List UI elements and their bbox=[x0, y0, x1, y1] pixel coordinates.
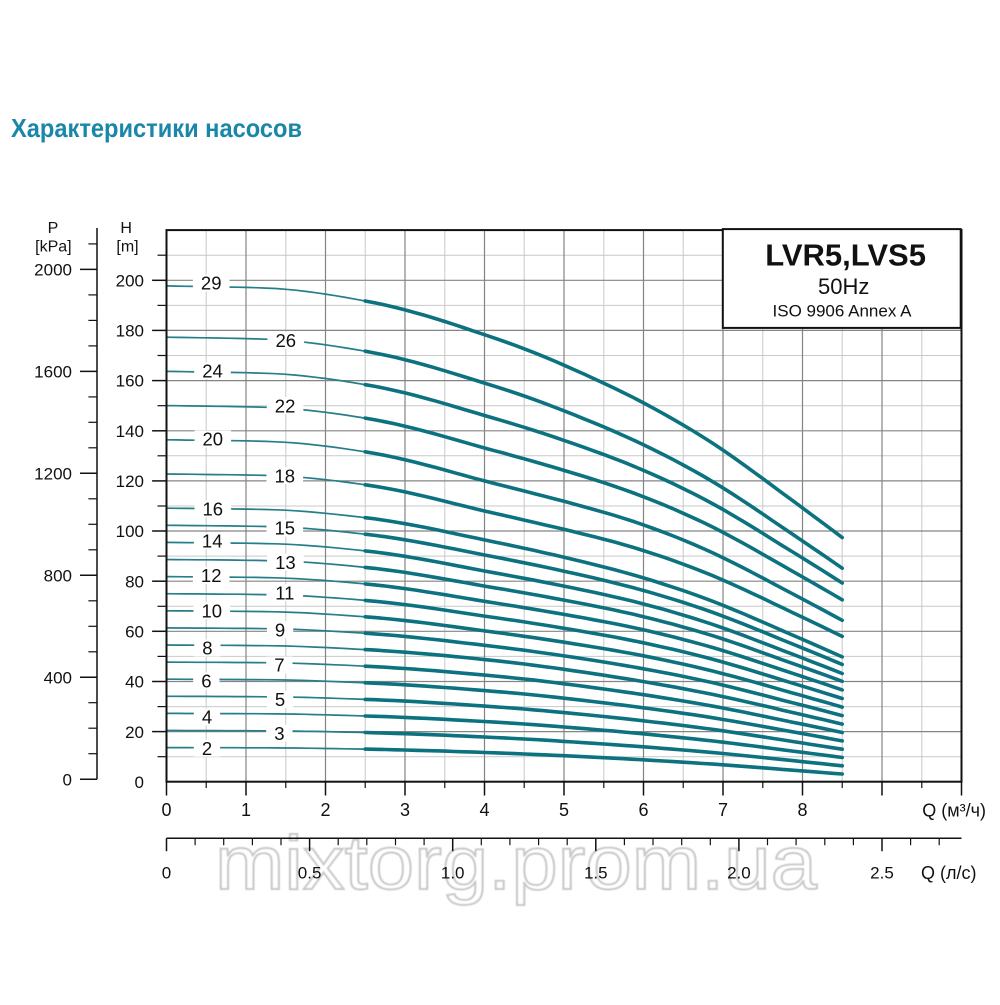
svg-text:5: 5 bbox=[275, 689, 285, 710]
svg-text:800: 800 bbox=[44, 566, 72, 585]
svg-text:1200: 1200 bbox=[34, 464, 72, 483]
svg-text:7: 7 bbox=[718, 800, 728, 820]
svg-text:P: P bbox=[48, 220, 59, 237]
svg-text:20: 20 bbox=[125, 723, 144, 742]
svg-text:0.5: 0.5 bbox=[298, 864, 322, 883]
svg-text:120: 120 bbox=[116, 472, 144, 491]
svg-text:H: H bbox=[120, 220, 132, 237]
svg-text:24: 24 bbox=[202, 360, 223, 381]
svg-text:10: 10 bbox=[202, 600, 223, 621]
svg-text:8: 8 bbox=[202, 638, 212, 659]
svg-text:2: 2 bbox=[320, 800, 330, 820]
svg-text:12: 12 bbox=[201, 565, 222, 586]
svg-text:50Hz: 50Hz bbox=[818, 274, 869, 299]
svg-text:20: 20 bbox=[203, 429, 224, 450]
svg-text:9: 9 bbox=[275, 620, 285, 641]
svg-text:mixtorg.prom.ua: mixtorg.prom.ua bbox=[215, 821, 818, 906]
svg-text:1600: 1600 bbox=[34, 363, 72, 382]
svg-text:200: 200 bbox=[116, 271, 144, 290]
svg-text:8: 8 bbox=[797, 800, 807, 820]
svg-text:4: 4 bbox=[202, 707, 212, 728]
svg-text:Q (л/с): Q (л/с) bbox=[921, 863, 977, 883]
svg-text:0: 0 bbox=[161, 800, 171, 820]
svg-text:160: 160 bbox=[116, 372, 144, 391]
svg-text:26: 26 bbox=[276, 330, 297, 351]
svg-text:180: 180 bbox=[116, 322, 144, 341]
svg-text:0: 0 bbox=[162, 864, 171, 883]
svg-text:60: 60 bbox=[125, 622, 144, 641]
svg-text:29: 29 bbox=[201, 273, 222, 294]
svg-text:15: 15 bbox=[275, 518, 296, 539]
svg-text:16: 16 bbox=[203, 499, 224, 520]
svg-text:100: 100 bbox=[116, 522, 144, 541]
svg-text:2.0: 2.0 bbox=[727, 864, 751, 883]
svg-text:3: 3 bbox=[274, 723, 284, 744]
svg-text:2000: 2000 bbox=[34, 261, 72, 280]
svg-text:1.5: 1.5 bbox=[584, 864, 608, 883]
svg-text:80: 80 bbox=[125, 572, 144, 591]
svg-text:[m]: [m] bbox=[116, 239, 138, 256]
svg-text:140: 140 bbox=[116, 422, 144, 441]
svg-text:400: 400 bbox=[44, 668, 72, 687]
svg-text:6: 6 bbox=[638, 800, 648, 820]
svg-text:4: 4 bbox=[479, 800, 489, 820]
svg-text:6: 6 bbox=[201, 671, 211, 692]
svg-text:ISO 9906 Annex A: ISO 9906 Annex A bbox=[773, 302, 913, 321]
svg-text:2: 2 bbox=[202, 738, 212, 759]
svg-text:14: 14 bbox=[202, 531, 223, 552]
svg-text:11: 11 bbox=[275, 582, 294, 603]
svg-text:LVR5,LVS5: LVR5,LVS5 bbox=[765, 238, 926, 273]
svg-text:22: 22 bbox=[275, 395, 296, 416]
svg-text:Характеристики насосов: Характеристики насосов bbox=[11, 113, 302, 143]
svg-text:0: 0 bbox=[135, 773, 144, 792]
svg-text:1.0: 1.0 bbox=[441, 864, 465, 883]
svg-text:3: 3 bbox=[400, 800, 410, 820]
svg-text:[kPa]: [kPa] bbox=[35, 239, 71, 256]
svg-text:1: 1 bbox=[241, 800, 251, 820]
svg-text:2.5: 2.5 bbox=[870, 864, 894, 883]
svg-text:5: 5 bbox=[559, 800, 569, 820]
svg-text:40: 40 bbox=[125, 673, 144, 692]
svg-text:7: 7 bbox=[274, 655, 284, 676]
svg-text:0: 0 bbox=[63, 770, 72, 789]
svg-text:13: 13 bbox=[275, 552, 296, 573]
svg-text:Q (м³/ч): Q (м³/ч) bbox=[922, 801, 986, 821]
svg-text:18: 18 bbox=[275, 465, 296, 486]
